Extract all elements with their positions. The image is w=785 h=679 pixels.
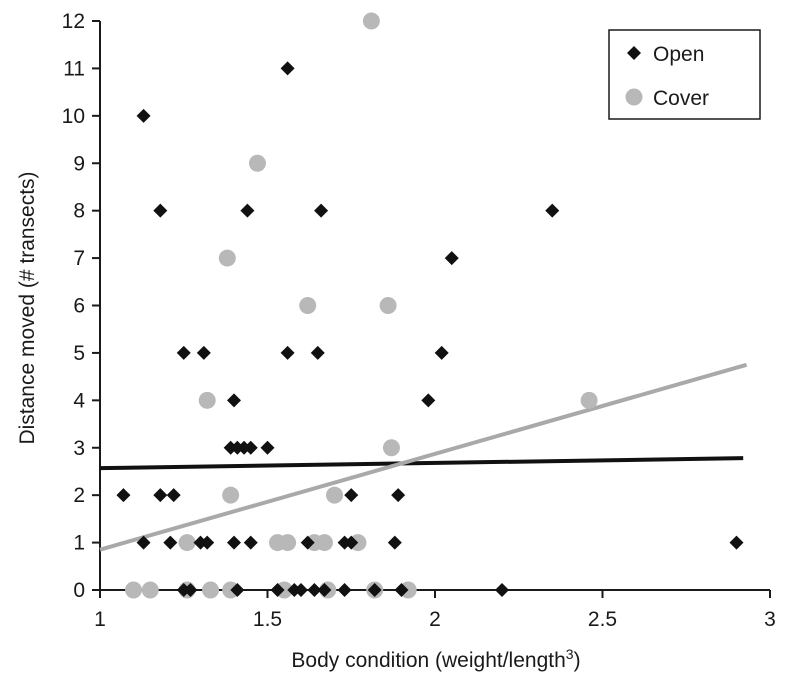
open-legend-marker xyxy=(627,46,641,60)
open-point xyxy=(116,488,131,503)
open-point xyxy=(166,488,181,503)
open-point xyxy=(421,393,436,408)
open-point xyxy=(300,535,315,550)
open-point xyxy=(183,583,198,597)
cover-point xyxy=(580,391,598,409)
open-point xyxy=(314,203,329,218)
open-point xyxy=(136,535,151,550)
y-tick-label: 1 xyxy=(73,532,85,555)
cover-point xyxy=(178,534,196,552)
open-point xyxy=(307,583,322,597)
cover-point xyxy=(202,581,220,599)
cover-point xyxy=(218,249,236,267)
open-point xyxy=(230,583,245,597)
data-points xyxy=(116,12,744,599)
x-tick-label: 1 xyxy=(94,608,106,631)
cover-point xyxy=(379,297,397,314)
x-axis-label-main: Body condition (weight/length xyxy=(291,649,565,672)
open-point xyxy=(337,583,352,597)
x-tick-label: 2 xyxy=(429,608,441,631)
cover-legend-label: Cover xyxy=(653,87,709,110)
open-point xyxy=(227,535,241,550)
open-point xyxy=(280,345,295,360)
open-point xyxy=(344,488,359,503)
x-axis-label-suffix: ) xyxy=(574,649,581,672)
cover-point xyxy=(222,486,240,504)
x-tick-label: 2.5 xyxy=(588,608,617,631)
open-point xyxy=(260,440,275,455)
open-trend-line xyxy=(99,456,744,471)
y-tick-label: 11 xyxy=(63,57,85,80)
y-tick-label: 8 xyxy=(73,200,85,223)
cover-point xyxy=(315,534,333,552)
open-point xyxy=(176,345,191,360)
open-point xyxy=(294,583,308,597)
y-tick-label: 10 xyxy=(62,105,85,128)
cover-legend-marker xyxy=(625,88,643,106)
y-tick-label: 5 xyxy=(73,342,85,365)
y-tick-label: 4 xyxy=(73,389,85,412)
open-point xyxy=(196,345,211,360)
y-tick-label: 0 xyxy=(73,579,85,602)
open-point xyxy=(243,535,258,550)
y-tick-label: 2 xyxy=(73,484,85,507)
open-point xyxy=(344,535,359,550)
open-point xyxy=(394,583,409,597)
open-legend-label: Open xyxy=(653,43,704,66)
x-axis-label: Body condition (weight/length3) xyxy=(291,646,580,672)
y-tick-label: 6 xyxy=(73,295,85,318)
cover-point xyxy=(279,534,297,552)
cover-point xyxy=(248,154,266,172)
open-point xyxy=(495,583,509,597)
open-point xyxy=(153,488,168,503)
cover-point xyxy=(125,581,142,599)
open-point xyxy=(444,251,459,266)
x-axis-label-superscript: 3 xyxy=(566,646,574,662)
open-point xyxy=(240,203,255,218)
y-axis-label: Distance moved (# transects) xyxy=(16,171,39,444)
x-tick-label: 1.5 xyxy=(253,608,282,631)
y-tick-label: 12 xyxy=(62,10,85,33)
open-point xyxy=(163,535,178,550)
open-point xyxy=(227,393,241,408)
cover-point xyxy=(141,581,159,599)
legend: Open Cover xyxy=(608,29,761,120)
y-tick-label: 3 xyxy=(73,437,85,460)
open-point xyxy=(310,345,325,360)
y-tick-label: 9 xyxy=(73,152,85,175)
open-point xyxy=(200,535,215,550)
cover-point xyxy=(198,391,216,409)
open-point xyxy=(243,440,258,455)
cover-point xyxy=(299,297,317,314)
open-point xyxy=(391,488,406,503)
cover-point xyxy=(362,12,380,30)
open-point xyxy=(280,61,295,76)
open-point xyxy=(317,583,332,597)
open-point xyxy=(434,345,449,360)
cover-point xyxy=(382,439,400,457)
open-point xyxy=(153,203,168,218)
open-point xyxy=(270,583,285,597)
cover-trend-line xyxy=(99,362,748,552)
open-point xyxy=(136,108,151,123)
open-point xyxy=(367,583,382,597)
y-tick-label: 7 xyxy=(73,247,85,270)
cover-point xyxy=(326,486,343,504)
x-tick-label: 3 xyxy=(764,608,776,631)
trend-lines xyxy=(99,362,748,552)
open-point xyxy=(729,535,744,550)
open-point xyxy=(387,535,402,550)
open-point xyxy=(545,203,560,218)
